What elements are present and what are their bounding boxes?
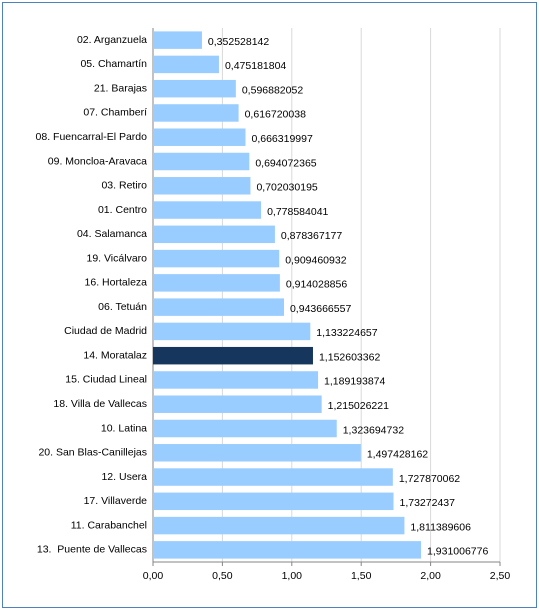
value-label: 0,475181804 [225, 60, 286, 72]
value-label: 1,727870062 [399, 473, 460, 485]
y-tick-label: 10. Latina [101, 422, 147, 434]
bar [153, 201, 262, 219]
bar [153, 31, 202, 49]
value-label: 1,931006776 [427, 546, 488, 558]
y-tick-label: 21. Barajas [94, 82, 147, 94]
value-label: 0,778584041 [267, 206, 328, 218]
bar [153, 516, 405, 535]
value-label: 1,133224657 [316, 327, 377, 339]
value-label: 1,73272437 [400, 497, 456, 509]
bar [153, 541, 422, 559]
y-tick-label: 01. Centro [98, 204, 147, 216]
value-label: 0,909460932 [285, 254, 346, 266]
value-label: 0,616720038 [245, 109, 306, 121]
y-tick-label: 06. Tetuán [98, 301, 147, 313]
y-tick-label: 03. Retiro [101, 180, 147, 192]
bar [153, 55, 219, 74]
bar [153, 298, 284, 316]
bar [153, 104, 239, 122]
y-tick-label: 11. Carabanchel [71, 519, 147, 531]
y-tick-label: 12. Usera [101, 471, 147, 483]
value-label: 1,215026221 [328, 400, 389, 412]
value-label: 0,352528142 [208, 36, 269, 48]
y-tick-label: 17. Villaverde [84, 495, 148, 507]
value-label: 0,702030195 [256, 182, 317, 194]
value-label: 0,914028856 [286, 279, 347, 291]
y-tick-label: 16. Hortaleza [85, 277, 148, 289]
value-label: 1,811389606 [410, 521, 471, 533]
x-tick-label: 0,00 [143, 570, 164, 582]
bar [153, 152, 250, 171]
y-tick-label: 07. Chamberí [83, 107, 147, 119]
bar [153, 128, 246, 146]
y-tick-label: 04. Salamanca [77, 228, 147, 240]
bar [153, 225, 275, 244]
y-tick-label: 18. Villa de Vallecas [53, 398, 147, 410]
bar [153, 79, 236, 98]
bar [153, 322, 311, 341]
value-label: 1,323694732 [343, 424, 404, 436]
x-tick-label: 1,50 [351, 570, 372, 582]
x-tick-label: 1,00 [282, 570, 303, 582]
bar [153, 371, 319, 389]
bar [153, 395, 322, 413]
y-tick-label: Ciudad de Madrid [64, 325, 147, 337]
y-tick-label: 20. San Blas-Canillejas [38, 447, 147, 459]
y-tick-label: 09. Moncloa-Aravaca [48, 155, 147, 167]
value-label: 0,596882052 [242, 84, 303, 96]
value-label: 0,694072365 [255, 157, 316, 169]
bar [153, 177, 251, 195]
value-label: 0,666319997 [251, 133, 312, 145]
bar [153, 468, 393, 486]
bar [153, 249, 280, 268]
value-label: 0,878367177 [281, 230, 342, 242]
value-label: 1,189193874 [324, 376, 385, 388]
y-tick-label: 08. Fuencarral-El Pardo [36, 131, 148, 143]
y-tick-label: 13. Puente de Vallecas [37, 544, 147, 556]
bar [153, 419, 337, 438]
value-label: 1,152603362 [319, 351, 380, 363]
x-tick-label: 0,50 [212, 570, 233, 582]
y-tick-label: 02. Arganzuela [77, 34, 147, 46]
x-tick-label: 2,50 [490, 570, 511, 582]
bar [153, 346, 313, 365]
y-tick-label: 14. Moratalaz [83, 349, 147, 361]
bar [153, 444, 361, 462]
value-label: 1,497428162 [367, 449, 428, 461]
y-tick-label: 05. Chamartín [80, 58, 147, 70]
bar [153, 274, 280, 292]
value-label: 0,943666557 [290, 303, 351, 315]
x-tick-label: 2,00 [420, 570, 441, 582]
y-tick-label: 19. Vicálvaro [86, 252, 147, 264]
bar [153, 492, 394, 511]
y-tick-label: 15. Ciudad Lineal [65, 374, 147, 386]
